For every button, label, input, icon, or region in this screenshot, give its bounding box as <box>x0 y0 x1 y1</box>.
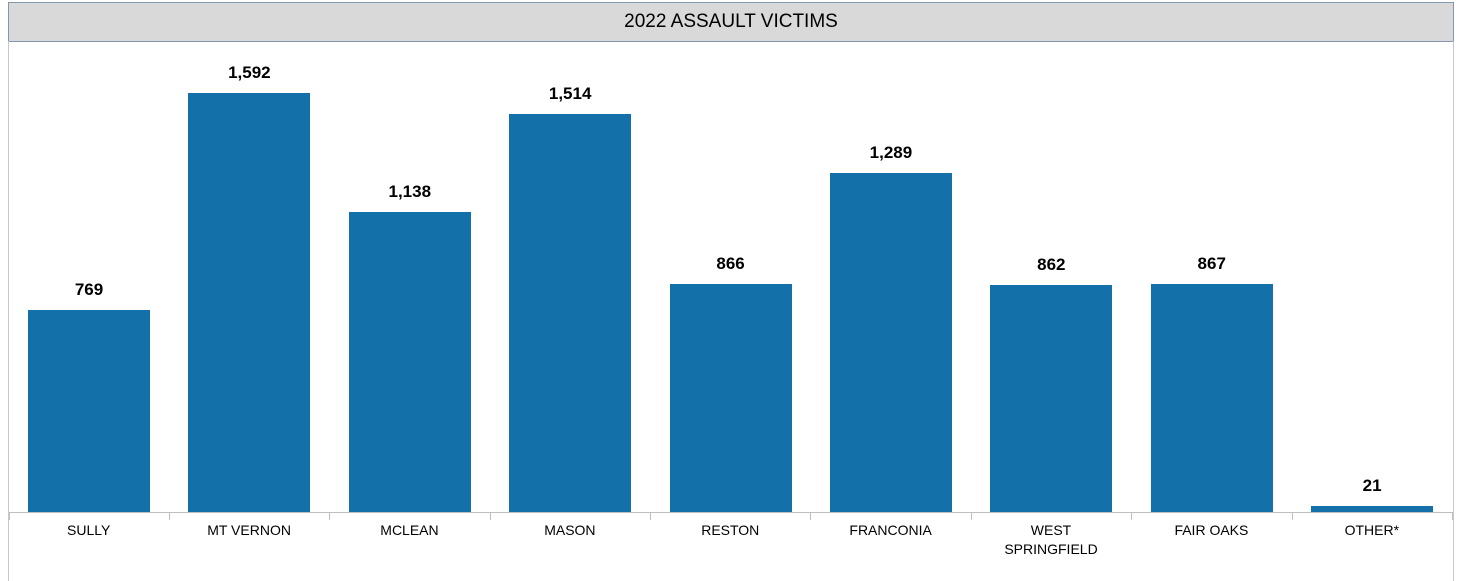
bar <box>1150 283 1273 512</box>
value-label: 769 <box>74 279 104 299</box>
x-tick-label: WEST SPRINGFIELD <box>1004 522 1098 557</box>
value-label: 1,138 <box>388 182 432 202</box>
bar <box>990 285 1113 512</box>
value-label: 866 <box>716 254 745 274</box>
x-tick-label: MASON <box>544 522 596 538</box>
x-tick-label: FAIR OAKS <box>1174 522 1249 538</box>
bar <box>509 113 632 512</box>
bar <box>669 284 792 512</box>
plot-frame <box>8 41 1454 581</box>
value-label: 1,592 <box>228 63 271 82</box>
category-divider <box>8 512 10 520</box>
x-tick-label: SULLY <box>67 522 111 538</box>
category-divider <box>1291 512 1293 520</box>
value-label: 862 <box>1037 255 1066 275</box>
bar <box>348 212 471 512</box>
value-label: 1,514 <box>548 83 592 103</box>
x-tick-label: RESTON <box>701 522 760 538</box>
bar <box>829 172 952 512</box>
category-divider <box>329 512 331 520</box>
category-divider <box>168 512 170 520</box>
x-tick-label: MCLEAN <box>380 522 439 538</box>
value-label: 867 <box>1197 253 1226 273</box>
bar <box>188 93 311 512</box>
category-divider <box>1131 512 1133 520</box>
x-tick-label: MT VERNON <box>207 522 291 538</box>
chart-title: 2022 ASSAULT VICTIMS <box>8 2 1454 42</box>
category-divider <box>489 512 491 520</box>
bar <box>28 309 150 512</box>
bar <box>1311 506 1434 512</box>
value-label: 1,289 <box>869 142 913 162</box>
baseline <box>8 512 1452 513</box>
category-divider <box>1452 512 1453 520</box>
value-label: 21 <box>1362 476 1382 496</box>
x-tick-label: FRANCONIA <box>849 522 932 538</box>
x-tick-label: OTHER* <box>1344 522 1400 538</box>
category-divider <box>970 512 972 520</box>
category-divider <box>810 512 812 520</box>
category-divider <box>650 512 652 520</box>
